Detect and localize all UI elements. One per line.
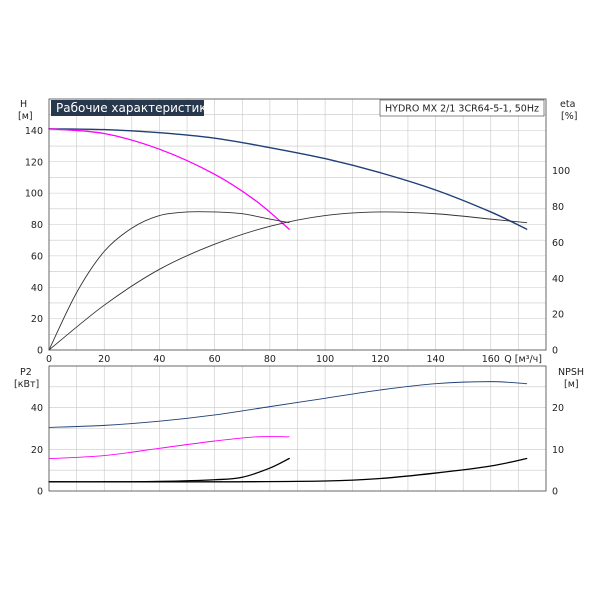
y-axis-unit-right-bottom: [м]	[564, 379, 579, 390]
y-tick-label-right: 60	[552, 238, 564, 249]
y-tick-label-left: 40	[31, 403, 43, 414]
bottom-plot-frame	[48, 365, 547, 492]
tick-labels-top: 0 20 40 60 80 100 120 140 160 0 20 40 60 80 100 120 140 0…	[25, 126, 570, 365]
tick-labels-bottom: 0 20 40 0 10 20	[31, 403, 564, 497]
x-tick-label: 160	[482, 354, 500, 365]
x-tick-label: 60	[209, 354, 221, 365]
series-line	[48, 436, 290, 460]
y-axis-title-right-top: eta	[560, 99, 575, 110]
y-tick-label-left: 0	[37, 346, 43, 357]
y-tick-label-right: 0	[552, 487, 558, 498]
x-tick-label: 0	[46, 354, 52, 365]
y-tick-label-left: 0	[37, 487, 43, 498]
title-box	[51, 100, 204, 116]
y-tick-label-right: 40	[552, 274, 564, 285]
y-tick-label-left: 20	[31, 445, 43, 456]
grid-top	[49, 99, 546, 350]
grid-bottom	[49, 366, 546, 491]
y-tick-label-right: 20	[552, 403, 564, 414]
y-tick-label-left: 60	[31, 251, 43, 262]
y-axis-title-left-bottom: P2	[20, 367, 32, 378]
y-axis-title-left-top: H	[20, 99, 27, 110]
x-tick-label: 80	[264, 354, 276, 365]
series-line	[48, 211, 528, 351]
x-tick-label: 120	[371, 354, 389, 365]
y-tick-label-right: 20	[552, 310, 564, 321]
y-tick-label-left: 120	[25, 157, 43, 168]
x-tick-label: 140	[426, 354, 444, 365]
y-axis-title-right-bottom: NPSH	[558, 367, 584, 378]
y-tick-label-left: 100	[25, 189, 43, 200]
model-label: HYDRO MX 2/1 3CR64-5-1, 50Hz	[385, 104, 539, 115]
series-bottom	[48, 381, 528, 483]
top-plot-frame	[48, 98, 547, 351]
y-axis-unit-left-top: [м]	[18, 111, 33, 122]
y-tick-label-left: 140	[25, 126, 43, 137]
series-top	[48, 128, 528, 351]
x-tick-label: 100	[316, 354, 334, 365]
y-tick-label-right: 100	[552, 166, 570, 177]
x-tick-label: 40	[153, 354, 165, 365]
y-tick-label-right: 80	[552, 202, 564, 213]
x-tick-label: 20	[98, 354, 110, 365]
y-tick-label-right: 10	[552, 445, 564, 456]
y-tick-label-left: 40	[31, 283, 43, 294]
y-axis-unit-left-bottom: [кВт]	[14, 379, 39, 390]
chart-title: Рабочие характеристики	[56, 101, 214, 115]
y-tick-label-left: 80	[31, 220, 43, 231]
x-axis-title: Q [м³/ч]	[504, 354, 542, 365]
series-line	[48, 128, 290, 230]
y-tick-label-right: 0	[552, 346, 558, 357]
series-line	[48, 211, 290, 351]
model-box	[379, 99, 545, 117]
series-line	[48, 381, 528, 428]
series-line	[48, 457, 528, 483]
series-line	[48, 128, 528, 230]
y-axis-unit-right-top: [%]	[561, 111, 577, 122]
y-tick-label-left: 20	[31, 314, 43, 325]
